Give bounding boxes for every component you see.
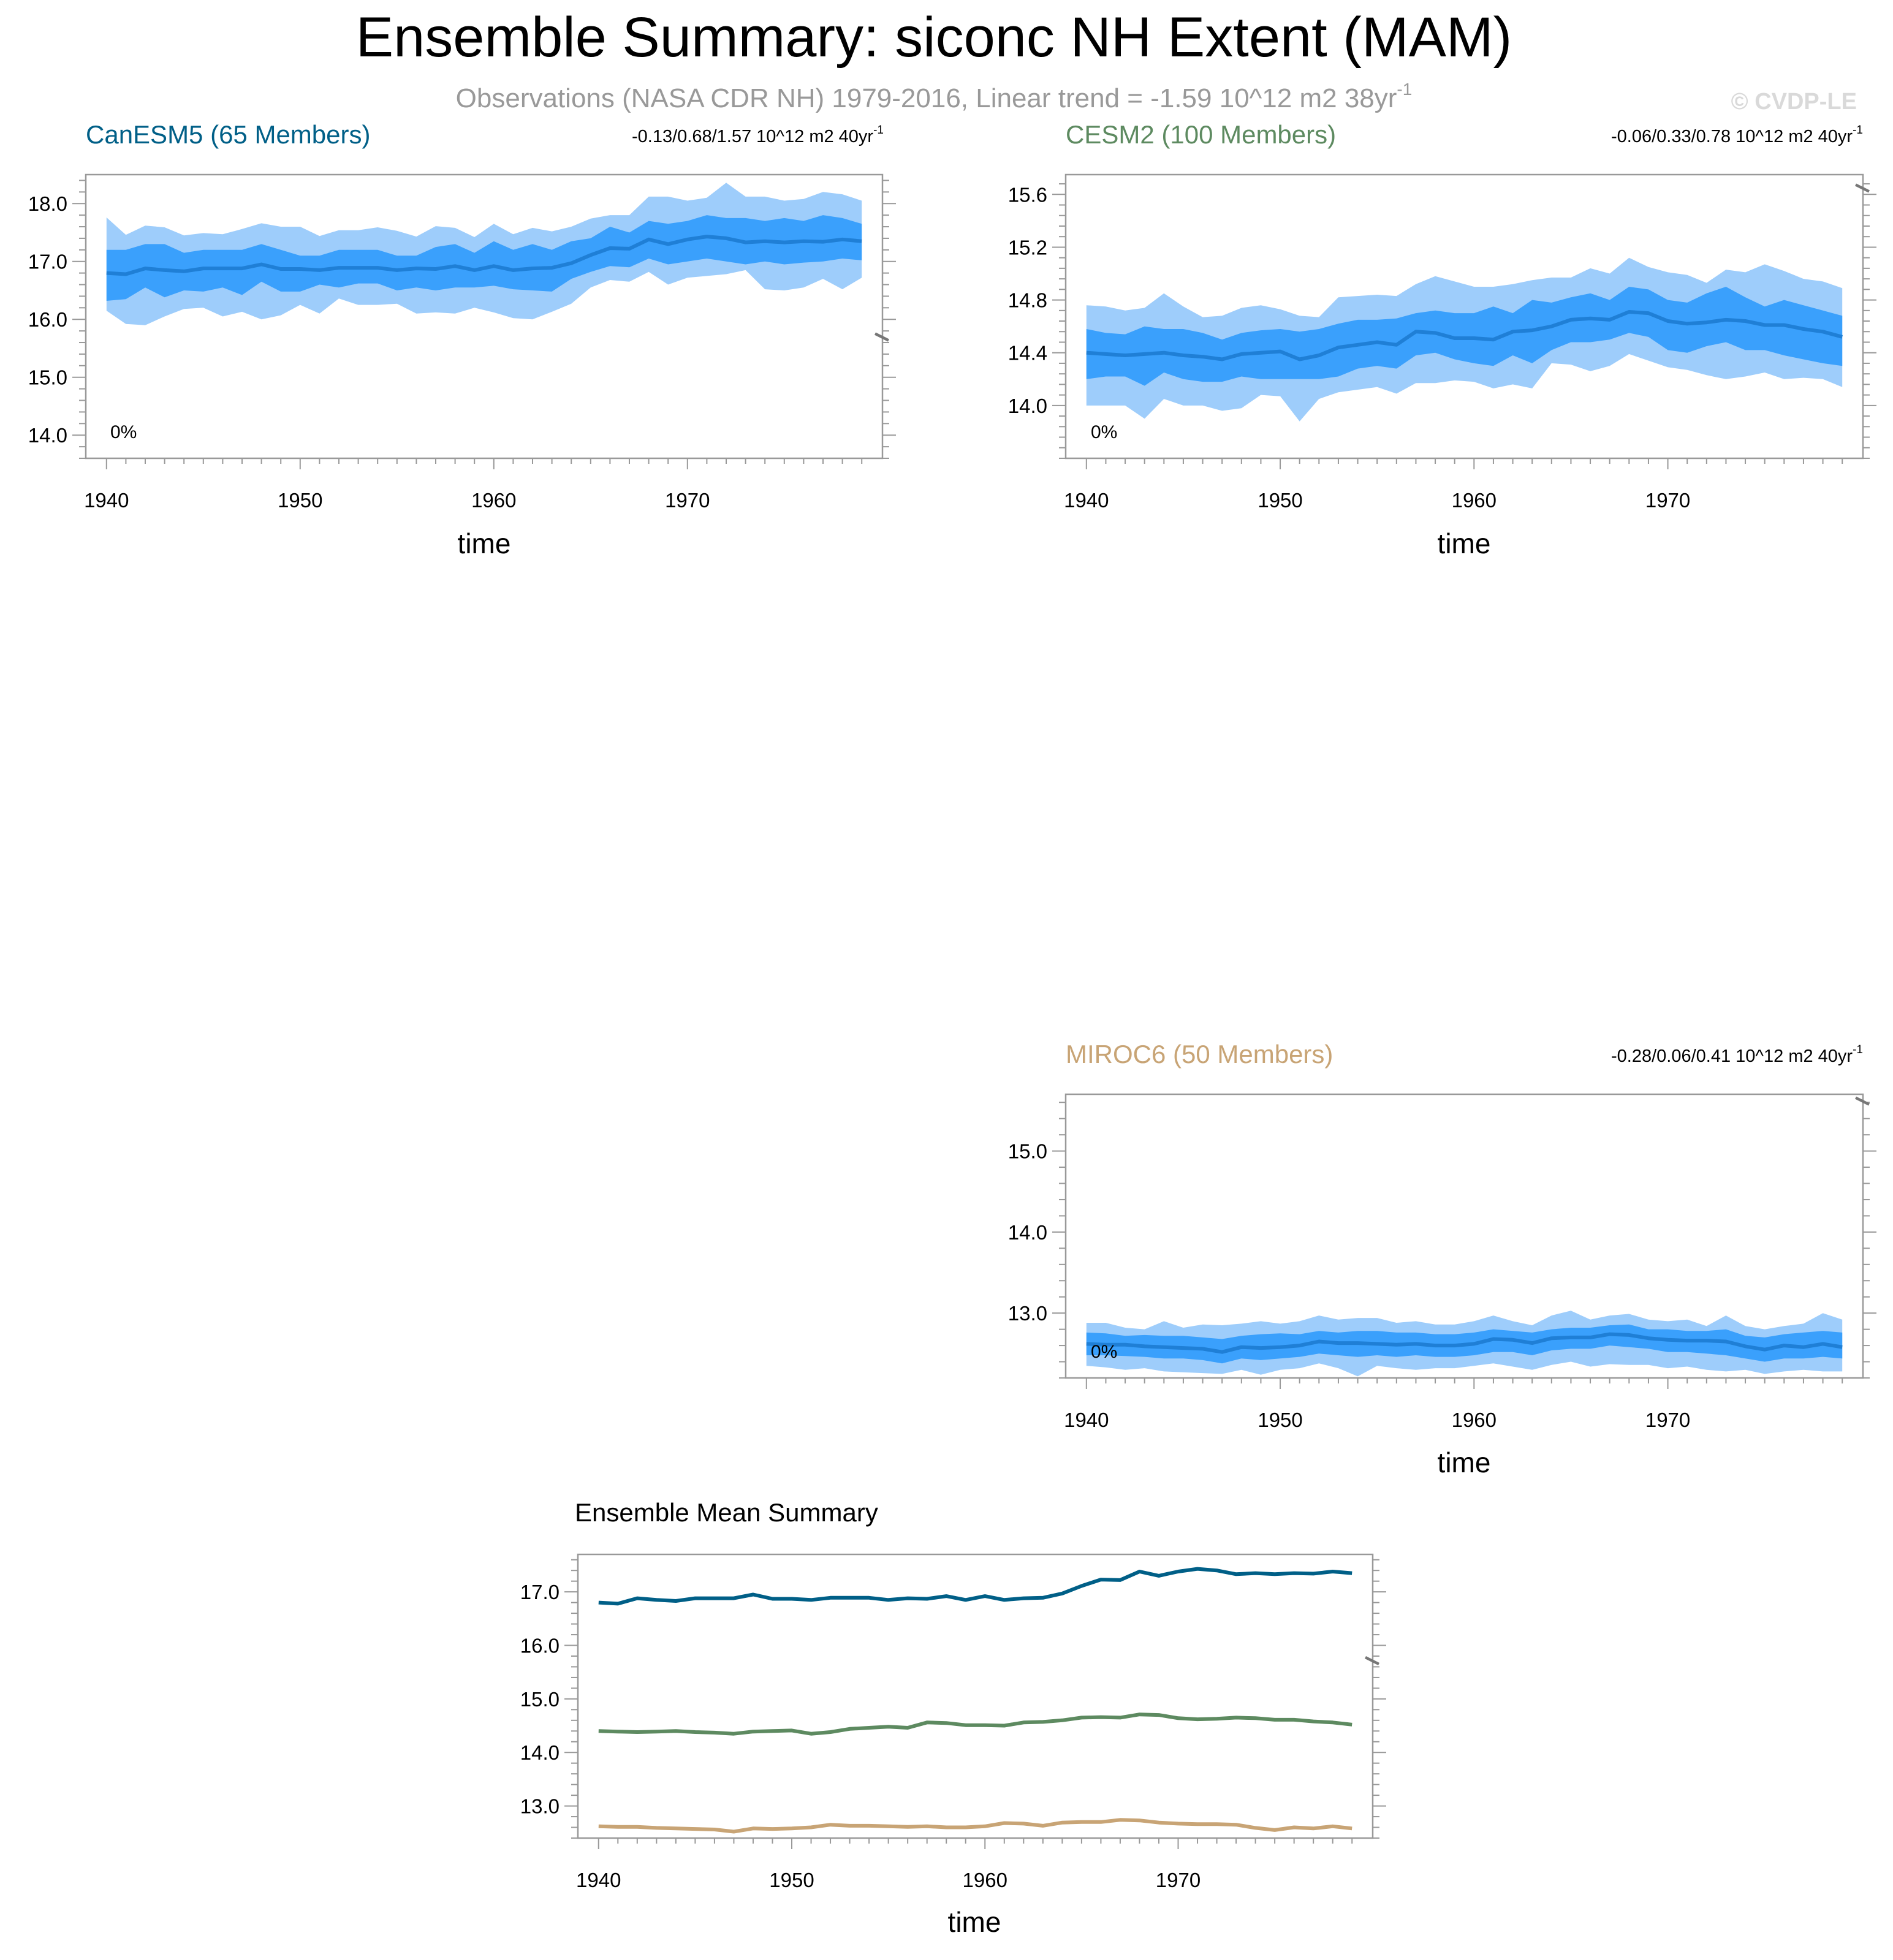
y-tick-label: 14.4 xyxy=(1008,342,1047,365)
plot-area: 1940 1950 1960 1970 13.0 14.0 15.0 16.0 17.0 xyxy=(520,1553,1386,1891)
trend-superscript: -1 xyxy=(873,124,884,137)
plot-area: 1940 1950 1960 1970 14.0 15.0 16.0 17.0 18.0 xyxy=(28,173,896,512)
subtitle-superscript: -1 xyxy=(1397,80,1412,99)
x-tick-label: 1950 xyxy=(1258,1409,1302,1431)
panel-miroc6: MIROC6 (50 Members) -0.28/0.06/0.41 10^1… xyxy=(1008,1040,1876,1478)
x-tick-label: 1960 xyxy=(1452,1409,1497,1431)
y-tick-label: 15.2 xyxy=(1008,236,1047,259)
watermark: © CVDP-LE xyxy=(1731,89,1857,115)
x-tick-label: 1940 xyxy=(576,1869,621,1891)
panel-title: MIROC6 (50 Members) xyxy=(1066,1040,1333,1069)
x-tick-label: 1960 xyxy=(1452,489,1497,512)
x-axis-label: time xyxy=(1438,1447,1491,1478)
series-line-miroc6 xyxy=(598,1818,1352,1834)
y-tick-label: 13.0 xyxy=(1008,1302,1047,1325)
percent-label: 0% xyxy=(1091,1342,1117,1362)
x-tick-label: 1960 xyxy=(963,1869,1007,1891)
panel-title: CESM2 (100 Members) xyxy=(1066,120,1336,149)
y-tick-label: 14.0 xyxy=(1008,1221,1047,1244)
obs-trend-marker xyxy=(1854,1096,1870,1106)
ensemble-mean-line xyxy=(106,235,862,276)
x-tick-label: 1970 xyxy=(1645,1409,1690,1431)
x-axis-label: time xyxy=(458,528,511,559)
x-tick-label: 1950 xyxy=(769,1869,814,1891)
trend-text: -0.06/0.33/0.78 10^12 m2 40yr xyxy=(1611,127,1853,146)
y-tick-label: 14.0 xyxy=(520,1741,560,1764)
series-line-canesm5 xyxy=(598,1567,1352,1606)
figure-subtitle: Observations (NASA CDR NH) 1979-2016, Li… xyxy=(456,80,1413,113)
y-tick-label: 18.0 xyxy=(28,192,67,215)
ensemble-mean-line xyxy=(1086,310,1843,361)
trend-stats: -0.13/0.68/1.57 10^12 m2 40yr-1 xyxy=(632,124,884,146)
x-tick-label: 1940 xyxy=(1064,489,1109,512)
trend-superscript: -1 xyxy=(1853,124,1863,137)
series-line-cesm2 xyxy=(598,1712,1352,1736)
plot-frame xyxy=(1064,1093,1864,1379)
panel-canesm5: CanESM5 (65 Members) -0.13/0.68/1.57 10^… xyxy=(28,120,896,559)
percent-label: 0% xyxy=(110,422,137,442)
x-tick-label: 1970 xyxy=(665,489,710,512)
x-tick-label: 1970 xyxy=(1645,489,1690,512)
y-tick-label: 16.0 xyxy=(28,308,67,331)
range-band-inner xyxy=(106,215,862,301)
y-tick-label: 15.0 xyxy=(520,1688,560,1711)
y-tick-label: 14.0 xyxy=(28,424,67,447)
percent-label: 0% xyxy=(1091,422,1117,442)
y-tick-label: 15.0 xyxy=(28,366,67,389)
x-tick-label: 1950 xyxy=(278,489,322,512)
panel-ensemble-mean: Ensemble Mean Summary 1940 1950 1960 1970 13… xyxy=(520,1498,1386,1938)
ensemble-mean-line xyxy=(1086,1332,1843,1354)
range-band-inner xyxy=(1086,287,1843,386)
figure-title: Ensemble Summary: siconc NH Extent (MAM) xyxy=(356,6,1512,69)
y-tick-label: 15.6 xyxy=(1008,183,1047,206)
x-tick-label: 1950 xyxy=(1258,489,1302,512)
y-tick-label: 13.0 xyxy=(520,1795,560,1818)
x-axis-label: time xyxy=(948,1906,1001,1938)
trend-superscript: -1 xyxy=(1853,1043,1863,1056)
trend-stats: -0.28/0.06/0.41 10^12 m2 40yr-1 xyxy=(1611,1043,1863,1066)
obs-trend-marker xyxy=(1364,1655,1380,1665)
y-tick-label: 17.0 xyxy=(520,1581,560,1603)
x-tick-label: 1960 xyxy=(471,489,516,512)
panel-cesm2: CESM2 (100 Members) -0.06/0.33/0.78 10^1… xyxy=(1008,120,1876,559)
y-tick-label: 14.0 xyxy=(1008,395,1047,417)
x-tick-label: 1940 xyxy=(84,489,129,512)
obs-trend-marker xyxy=(1854,183,1870,193)
x-axis-label: time xyxy=(1438,528,1491,559)
panel-title: CanESM5 (65 Members) xyxy=(86,120,370,149)
plot-frame xyxy=(577,1553,1374,1839)
x-tick-label: 1970 xyxy=(1156,1869,1201,1891)
plot-area: 1940 1950 1960 1970 14.0 14.4 14.8 15.2 15.6 xyxy=(1008,173,1876,512)
x-tick-label: 1940 xyxy=(1064,1409,1109,1431)
y-tick-label: 17.0 xyxy=(28,251,67,273)
plot-frame xyxy=(1064,173,1864,460)
y-tick-label: 16.0 xyxy=(520,1635,560,1657)
trend-text: -0.28/0.06/0.41 10^12 m2 40yr xyxy=(1611,1046,1853,1066)
plot-area: 1940 1950 1960 1970 13.0 14.0 15.0 xyxy=(1008,1093,1876,1431)
y-tick-label: 14.8 xyxy=(1008,289,1047,312)
obs-trend-marker xyxy=(874,332,890,342)
subtitle-main: Observations (NASA CDR NH) 1979-2016, Li… xyxy=(456,83,1397,113)
trend-text: -0.13/0.68/1.57 10^12 m2 40yr xyxy=(632,127,873,146)
plot-frame xyxy=(85,173,884,460)
y-tick-label: 15.0 xyxy=(1008,1140,1047,1163)
panel-title: Ensemble Mean Summary xyxy=(575,1498,878,1527)
trend-stats: -0.06/0.33/0.78 10^12 m2 40yr-1 xyxy=(1611,124,1863,146)
